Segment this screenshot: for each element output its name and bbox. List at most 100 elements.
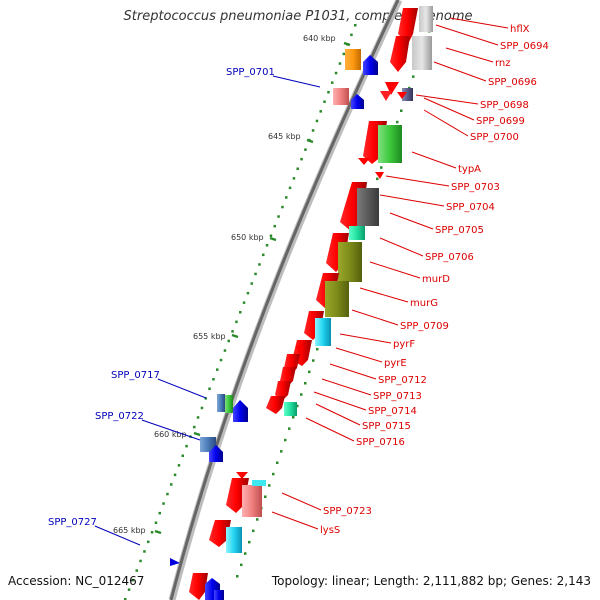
scale-dot [396, 120, 399, 124]
gene-label: pyrF [393, 339, 415, 350]
gene-small-red-6 [236, 472, 248, 479]
callout-line [379, 237, 424, 257]
gene-spp0701 [333, 88, 349, 105]
gene-spp0715 [266, 396, 285, 414]
scale-dot [162, 502, 165, 505]
scale-dot [127, 588, 131, 591]
scale-dot [177, 464, 181, 467]
scale-dot [380, 166, 383, 169]
scale-dots [124, 24, 431, 600]
gene-spp0699 [397, 92, 407, 99]
gene-label: SPP_0722 [95, 411, 144, 422]
scale-dot [135, 569, 138, 572]
scale-dot [139, 559, 142, 563]
scale-dot [227, 339, 230, 343]
scale-dot [412, 75, 415, 78]
scale-dot [284, 438, 287, 442]
scale-dot [212, 378, 215, 381]
callout-line [305, 417, 355, 442]
scale-dot [173, 473, 177, 477]
scale-tick-label: 660 kbp [154, 430, 187, 439]
gene-label: SPP_0713 [373, 391, 422, 402]
scale-dot [331, 81, 334, 84]
scale-dot [242, 301, 246, 304]
callout-line [385, 175, 450, 187]
scale-tick-label: 645 kbp [268, 132, 301, 141]
gene-pyrF [315, 318, 331, 346]
gene-spp0714 [275, 381, 291, 400]
callout-line [272, 75, 321, 88]
gene-cyan-small [252, 480, 266, 486]
gene-label: SPP_0717 [111, 370, 160, 381]
gene-label: SPP_0696 [488, 77, 537, 88]
scale-dot [276, 461, 279, 464]
scale-dot [376, 177, 379, 181]
scale-dot [316, 347, 319, 351]
scale-dot [280, 450, 283, 453]
gene-label: SPP_0714 [368, 406, 417, 417]
callout-line [157, 378, 207, 399]
callout-line [445, 47, 494, 63]
gene-label: typA [458, 164, 481, 175]
gene-murD [338, 242, 362, 282]
scale-dot [319, 110, 322, 113]
scale-dot [200, 406, 204, 410]
gene-label: SPP_0709 [400, 321, 449, 332]
callout-line [271, 511, 319, 530]
scale-dot [277, 215, 280, 218]
gene-spp0705 [357, 188, 379, 226]
scale-dot [150, 531, 154, 534]
scale-dot [300, 393, 303, 396]
scale-tick-mark [269, 236, 277, 242]
callout-line [359, 287, 409, 303]
scale-tick-label: 655 kbp [193, 332, 226, 341]
callout-line [321, 378, 372, 396]
gene-label: murD [422, 274, 450, 285]
callout-line [313, 391, 367, 411]
gene-label: SPP_0701 [226, 67, 275, 78]
callout-line [94, 525, 141, 546]
callout-line [315, 403, 361, 426]
gene-small-red-4 [375, 172, 384, 179]
callout-line [379, 194, 445, 207]
scale-dot [285, 196, 288, 199]
callout-line [351, 309, 399, 326]
gene-orange [345, 49, 361, 70]
callout-line [411, 151, 457, 169]
gene-label: SPP_0699 [476, 116, 525, 127]
gene-small-red-3 [358, 158, 370, 165]
gene-bottom-blue-2 [214, 590, 224, 600]
scale-dot [258, 263, 261, 266]
scale-dot [239, 311, 242, 314]
genome-summary-text: Topology: linear; Length: 2,111,882 bp; … [271, 574, 591, 588]
callout-line [435, 24, 499, 46]
callout-line [329, 363, 377, 380]
scale-dot [208, 387, 211, 390]
scale-tick-mark [231, 333, 239, 339]
scale-dot [244, 552, 247, 555]
gene-label: SPP_0703 [451, 182, 500, 193]
scale-tick-label: 650 kbp [231, 233, 264, 242]
scale-dot [124, 598, 127, 600]
map-title: Streptococcus pneumoniae P1031, complete… [123, 9, 473, 24]
gene-spp0716 [284, 402, 297, 416]
gene-label: rnz [495, 58, 511, 69]
callout-line [141, 419, 201, 441]
callout-line [369, 261, 421, 279]
scale-dot [312, 359, 315, 362]
gene-lysS [226, 527, 242, 553]
gene-spp0717-a [217, 394, 225, 412]
callout-line [415, 94, 479, 105]
gene-small-red-1 [385, 82, 399, 95]
scale-dot [181, 454, 184, 457]
scale-dot [236, 575, 239, 578]
gene-spp0706 [349, 226, 365, 240]
scale-dot [292, 177, 296, 180]
scale-dot [254, 272, 257, 276]
scale-dot [170, 483, 173, 486]
scale-dot [300, 157, 303, 161]
scale-dot [252, 529, 255, 533]
scale-dot [334, 71, 338, 75]
scale-dot [350, 33, 353, 37]
gene-murG [325, 281, 349, 317]
